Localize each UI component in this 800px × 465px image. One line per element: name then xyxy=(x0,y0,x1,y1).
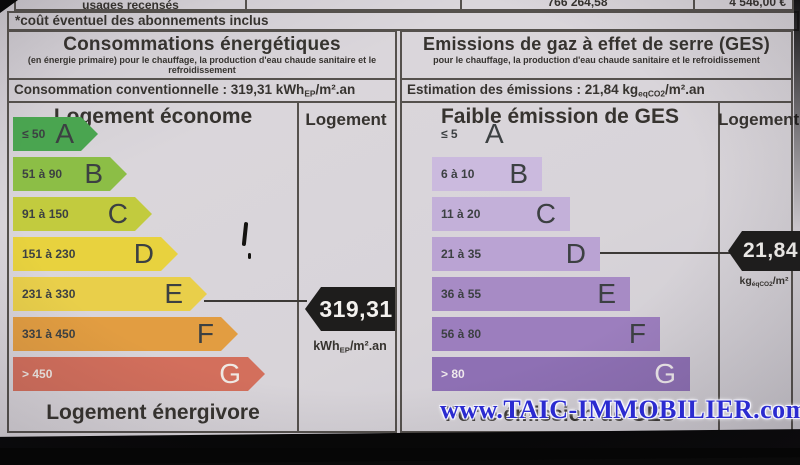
energy-range-B: 51 à 90 xyxy=(22,167,63,181)
ges-range-D: 21 à 35 xyxy=(441,247,482,261)
ges-bar-E: 36 à 55 E xyxy=(432,277,630,311)
ges-bar-G: > 80 G xyxy=(432,357,690,391)
ges-letter-C: C xyxy=(535,198,556,229)
energy-range-A: ≤ 50 xyxy=(22,127,46,141)
energy-title: Consommations énergétiques xyxy=(63,34,341,55)
energy-unit-suffix: /m².an xyxy=(349,339,387,353)
cost-cell: 4 546,00 € xyxy=(695,0,794,11)
energy-letter-A: A xyxy=(55,118,74,149)
ges-unit-sub: éqCO2 xyxy=(751,280,773,288)
ges-column-divider xyxy=(718,103,720,431)
ges-subtitle: pour le chauffage, la production d'eau c… xyxy=(433,55,760,65)
ges-letter-F: F xyxy=(628,318,646,349)
ges-panel: Emissions de gaz à effet de serre (GES) … xyxy=(400,30,800,433)
energy-marker-value: 319,31 xyxy=(319,295,393,322)
ges-panel-header: Emissions de gaz à effet de serre (GES) … xyxy=(402,32,791,80)
ges-marker-arrow: 21,84 xyxy=(728,231,800,271)
energy-total-cell: 766 264,58 xyxy=(462,0,695,11)
energy-bar-F: 331 à 450 F xyxy=(13,317,238,351)
energy-marker-arrow: 319,31 xyxy=(305,287,395,331)
ges-value-line: Estimation des émissions : 21,84 kgeqCO2… xyxy=(402,80,791,103)
energy-column-divider xyxy=(297,103,299,431)
photo-stage: usages recensés 766 264,58 4 546,00 € *c… xyxy=(0,0,800,448)
dpe-document-paper: usages recensés 766 264,58 4 546,00 € *c… xyxy=(0,0,800,440)
ges-bar-F: 56 à 80 F xyxy=(432,317,660,351)
ges-bar-A: ≤ 5 A xyxy=(432,117,552,151)
energy-letter-B: B xyxy=(84,158,103,189)
ges-scale-top-label: Faible émission de GES xyxy=(440,105,680,128)
ges-marker-value: 21,84 xyxy=(742,239,799,262)
energy-letter-D: D xyxy=(133,238,154,269)
ink-speck-dot xyxy=(248,253,251,259)
ges-letter-G: G xyxy=(654,358,676,389)
energy-letter-E: E xyxy=(164,278,183,309)
ges-chart: Faible émission de GES Logement ≤ 5 A 6 … xyxy=(402,103,800,431)
energy-letter-C: C xyxy=(107,198,128,229)
energy-unit-sub: EP xyxy=(339,345,350,355)
ges-scale-bottom-label: Forte émission de GES xyxy=(445,403,675,426)
energy-bar-C: 91 à 150 C xyxy=(13,197,152,231)
ges-range-C: 11 à 20 xyxy=(441,207,481,221)
ges-letter-D: D xyxy=(565,238,586,269)
ges-value-prefix: Estimation des émissions : 21,84 kg xyxy=(407,82,639,97)
energy-range-E: 231 à 330 xyxy=(22,287,76,301)
energy-range-D: 151 à 230 xyxy=(22,247,76,261)
footnote-text: *coût éventuel des abonnements inclus xyxy=(15,13,269,28)
footnote-row: *coût éventuel des abonnements inclus xyxy=(7,11,799,31)
cost-value: 4 546,00 € xyxy=(729,0,786,9)
ges-bar-C: 11 à 20 C xyxy=(432,197,570,231)
ges-bar-B: 6 à 10 B xyxy=(432,157,542,191)
ges-range-E: 36 à 55 xyxy=(441,287,482,301)
energy-chart: Logement économe Logement ≤ 50 A 51 à 90… xyxy=(9,103,395,431)
energy-bar-D: 151 à 230 D xyxy=(13,237,178,271)
ges-letter-A: A xyxy=(485,118,504,149)
ges-range-F: 56 à 80 xyxy=(441,327,482,341)
ges-range-G: > 80 xyxy=(441,367,465,381)
energy-logement-column-label: Logement xyxy=(305,110,387,129)
agency-watermark: www.TAIC-IMMOBILIER.com xyxy=(440,395,800,424)
ges-marker-unit: kgéqCO2/m² xyxy=(728,275,800,288)
energy-scale-top-label: Logement économe xyxy=(53,105,253,128)
energy-marker-connector-line xyxy=(204,300,307,302)
ges-range-B: 6 à 10 xyxy=(441,167,475,181)
energy-value-line: Consommation conventionnelle : 319,31 kW… xyxy=(9,80,395,103)
ges-letter-B: B xyxy=(509,158,528,189)
energy-bar-A: ≤ 50 A xyxy=(13,117,98,151)
energy-value-sub: EP xyxy=(304,88,316,99)
ges-range-A: ≤ 5 xyxy=(441,127,458,141)
usages-label: usages recensés xyxy=(82,0,179,11)
ges-bar-D: 21 à 35 D xyxy=(432,237,600,271)
energy-total-value: 766 264,58 xyxy=(547,0,608,9)
ges-value-suffix: /m².an xyxy=(665,82,705,97)
energy-panel-header: Consommations énergétiques (en énergie p… xyxy=(9,32,395,80)
energy-range-G: > 450 xyxy=(22,367,53,381)
energy-bar-B: 51 à 90 B xyxy=(13,157,127,191)
ges-value-sub: eqCO2 xyxy=(638,88,666,99)
ges-unit-prefix: kg xyxy=(739,275,752,287)
top-table-row: usages recensés 766 264,58 4 546,00 € xyxy=(14,0,794,11)
ges-marker-connector-line xyxy=(600,252,730,254)
energy-bar-E: 231 à 330 E xyxy=(13,277,207,311)
ges-unit-suffix: /m² xyxy=(772,275,789,287)
energy-value-prefix: Consommation conventionnelle : 319,31 kW… xyxy=(14,82,305,97)
ges-letter-E: E xyxy=(597,278,616,309)
energy-panel: Consommations énergétiques (en énergie p… xyxy=(7,30,397,433)
empty-cell xyxy=(247,0,462,11)
energy-marker-unit: kWhEP/m².an xyxy=(305,339,395,354)
photo-right-edge-shadow xyxy=(794,0,800,260)
energy-range-F: 331 à 450 xyxy=(22,327,76,341)
energy-letter-G: G xyxy=(219,358,241,389)
energy-bar-G: > 450 G xyxy=(13,357,265,391)
energy-subtitle: (en énergie primaire) pour le chauffage,… xyxy=(27,55,377,75)
energy-scale-bottom-label: Logement énergivore xyxy=(46,401,260,424)
ink-speck xyxy=(241,221,249,247)
ges-title: Emissions de gaz à effet de serre (GES) xyxy=(423,34,770,54)
usages-cell: usages recensés xyxy=(14,0,247,11)
ges-logement-column-label: Logement xyxy=(718,110,800,129)
energy-letter-F: F xyxy=(196,318,214,349)
energy-unit-prefix: kWh xyxy=(313,339,340,353)
energy-value-suffix: /m².an xyxy=(315,82,356,97)
energy-range-C: 91 à 150 xyxy=(22,207,69,221)
